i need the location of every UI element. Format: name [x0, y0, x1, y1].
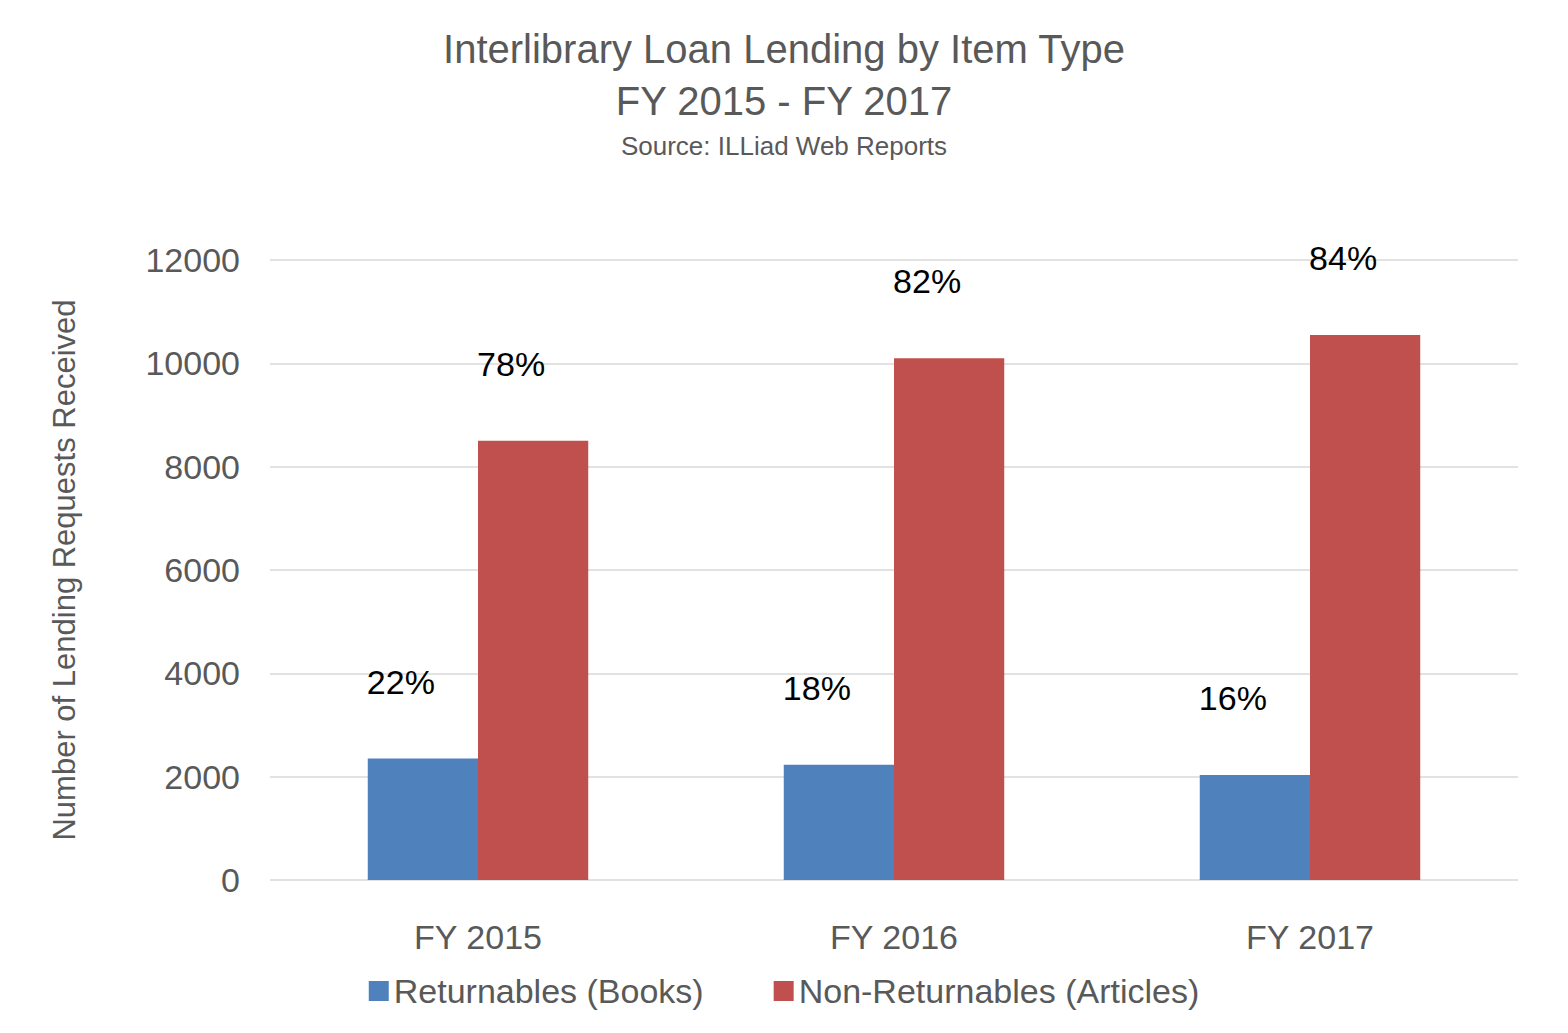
svg-text:FY 2015: FY 2015 — [414, 918, 542, 956]
svg-text:Interlibrary Loan Lending by I: Interlibrary Loan Lending by Item Type — [443, 27, 1125, 71]
svg-text:82%: 82% — [893, 262, 961, 300]
svg-text:6000: 6000 — [164, 551, 240, 589]
svg-text:Non-Returnables (Articles): Non-Returnables (Articles) — [799, 972, 1200, 1010]
svg-text:10000: 10000 — [145, 344, 240, 382]
svg-text:FY 2016: FY 2016 — [830, 918, 958, 956]
svg-text:84%: 84% — [1309, 239, 1377, 277]
svg-text:18%: 18% — [783, 669, 851, 707]
svg-text:12000: 12000 — [145, 241, 240, 279]
svg-text:4000: 4000 — [164, 654, 240, 692]
svg-text:Number of Lending Requests Rec: Number of Lending Requests Received — [47, 299, 82, 840]
svg-text:Source: ILLiad Web Reports: Source: ILLiad Web Reports — [621, 131, 947, 161]
svg-text:0: 0 — [221, 861, 240, 899]
svg-text:16%: 16% — [1199, 679, 1267, 717]
svg-text:2000: 2000 — [164, 758, 240, 796]
svg-text:78%: 78% — [477, 345, 545, 383]
svg-text:22%: 22% — [367, 663, 435, 701]
svg-text:8000: 8000 — [164, 448, 240, 486]
svg-text:FY 2015 - FY 2017: FY 2015 - FY 2017 — [616, 79, 953, 123]
svg-text:FY 2017: FY 2017 — [1246, 918, 1374, 956]
svg-text:Returnables (Books): Returnables (Books) — [394, 972, 704, 1010]
